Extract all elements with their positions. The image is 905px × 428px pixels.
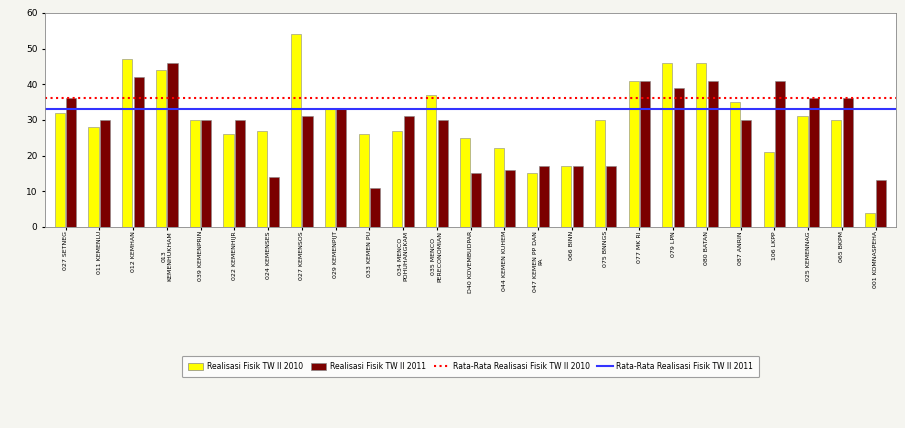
Legend: Realisasi Fisik TW II 2010, Realisasi Fisik TW II 2011, Rata-Rata Realisasi Fisi: Realisasi Fisik TW II 2010, Realisasi Fi… xyxy=(182,356,759,377)
Bar xyxy=(66,98,76,227)
Bar xyxy=(876,181,887,227)
Bar xyxy=(437,120,448,227)
Bar xyxy=(325,109,335,227)
Bar xyxy=(729,102,740,227)
Bar xyxy=(764,152,774,227)
Rata-Rata Realisasi Fisik TW II 2010 xyxy=(60,96,71,101)
Bar xyxy=(291,34,301,227)
Rata-Rata Realisasi Fisik TW II 2011 xyxy=(94,107,105,112)
Bar xyxy=(797,116,807,227)
Bar xyxy=(831,120,842,227)
Bar xyxy=(629,80,639,227)
Bar xyxy=(337,109,347,227)
Bar xyxy=(201,120,212,227)
Bar xyxy=(640,80,650,227)
Bar xyxy=(472,173,481,227)
Bar xyxy=(606,166,616,227)
Bar xyxy=(190,120,200,227)
Bar xyxy=(809,98,819,227)
Bar xyxy=(302,116,312,227)
Bar xyxy=(167,63,177,227)
Bar xyxy=(426,95,436,227)
Bar xyxy=(224,134,233,227)
Bar xyxy=(460,138,470,227)
Bar xyxy=(674,88,684,227)
Bar xyxy=(257,131,267,227)
Bar xyxy=(156,70,167,227)
Rata-Rata Realisasi Fisik TW II 2011 xyxy=(60,107,71,112)
Bar xyxy=(538,166,549,227)
Bar xyxy=(392,131,403,227)
Bar xyxy=(89,127,99,227)
Bar xyxy=(54,113,65,227)
Bar xyxy=(775,80,786,227)
Bar xyxy=(662,63,672,227)
Bar xyxy=(595,120,605,227)
Bar xyxy=(235,120,245,227)
Bar xyxy=(370,187,380,227)
Bar xyxy=(843,98,853,227)
Bar xyxy=(493,149,504,227)
Bar xyxy=(696,63,706,227)
Bar xyxy=(561,166,571,227)
Bar xyxy=(358,134,368,227)
Bar xyxy=(708,80,718,227)
Bar xyxy=(865,213,875,227)
Bar xyxy=(505,170,515,227)
Bar xyxy=(122,59,132,227)
Bar xyxy=(741,120,751,227)
Bar xyxy=(100,120,110,227)
Bar xyxy=(404,116,414,227)
Bar xyxy=(573,166,583,227)
Bar xyxy=(269,177,279,227)
Bar xyxy=(528,173,538,227)
Bar xyxy=(134,77,144,227)
Rata-Rata Realisasi Fisik TW II 2010 xyxy=(94,96,105,101)
